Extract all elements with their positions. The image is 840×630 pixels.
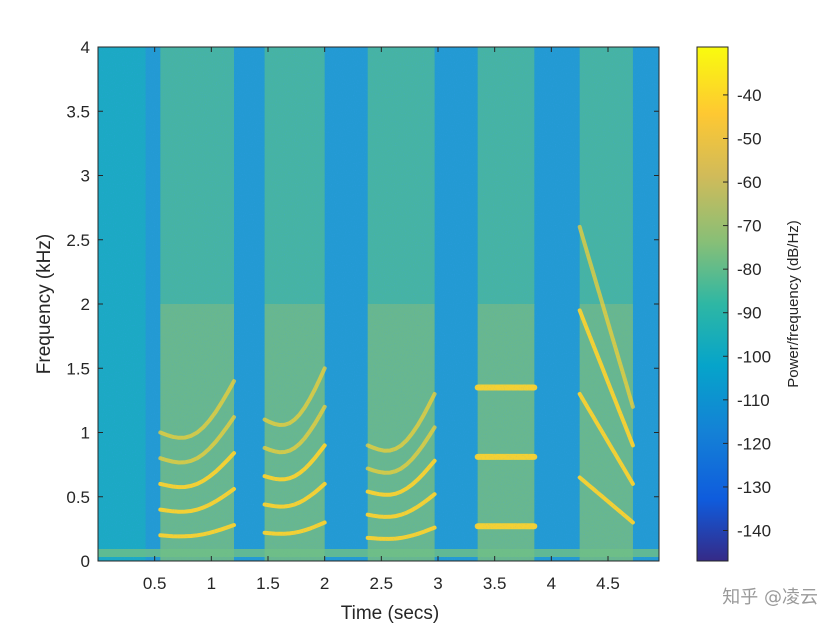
colorbar-tick-label: -100 xyxy=(737,347,771,366)
colorbar-label: Power/frequency (dB/Hz) xyxy=(785,220,802,388)
colorbar-tick-label: -80 xyxy=(737,260,762,279)
y-tick-label: 2.5 xyxy=(66,231,90,250)
x-tick-label: 2.5 xyxy=(370,574,394,593)
y-tick-label: 1.5 xyxy=(66,359,90,378)
x-axis-label: Time (secs) xyxy=(341,603,440,624)
y-tick-label: 0 xyxy=(81,552,90,571)
x-tick-label: 3.5 xyxy=(483,574,507,593)
colorbar-tick-label: -70 xyxy=(737,217,762,236)
y-tick-label: 0.5 xyxy=(66,488,90,507)
spectrogram-image xyxy=(98,47,659,561)
colorbar-tick-label: -40 xyxy=(737,86,762,105)
y-tick-label: 1 xyxy=(81,424,90,443)
colorbar-tick-label: -60 xyxy=(737,173,762,192)
y-axis: 0 0.5 1 1.5 2 2.5 3 3.5 4 xyxy=(66,38,659,571)
colorbar-tick-label: -110 xyxy=(737,391,770,410)
y-tick-label: 3 xyxy=(81,167,90,186)
colorbar-tick-label: -140 xyxy=(737,522,771,541)
colorbar-tick-label: -50 xyxy=(737,129,762,148)
x-tick-label: 0.5 xyxy=(143,574,167,593)
x-tick-label: 1.5 xyxy=(256,574,280,593)
watermark: 知乎 @凌云 xyxy=(722,587,818,608)
x-axis: 0.5 1 1.5 2 2.5 3 3.5 4 4.5 xyxy=(143,47,620,593)
x-tick-label: 4.5 xyxy=(596,574,620,593)
y-tick-label: 4 xyxy=(81,38,90,57)
colorbar xyxy=(697,47,728,561)
y-tick-label: 3.5 xyxy=(66,102,90,121)
colorbar-ticks: -40 -50 -60 -70 -80 -90 -100 -110 -120 -130 -140 xyxy=(723,86,771,541)
colorbar-tick-label: -130 xyxy=(737,478,771,497)
y-tick-label: 2 xyxy=(81,295,90,314)
x-tick-label: 4 xyxy=(547,574,556,593)
y-axis-label: Frequency (kHz) xyxy=(34,234,55,374)
x-tick-label: 2 xyxy=(320,574,329,593)
colorbar-tick-label: -90 xyxy=(737,304,762,323)
colorbar-tick-label: -120 xyxy=(737,434,771,453)
x-tick-label: 3 xyxy=(433,574,442,593)
x-tick-label: 1 xyxy=(207,574,216,593)
